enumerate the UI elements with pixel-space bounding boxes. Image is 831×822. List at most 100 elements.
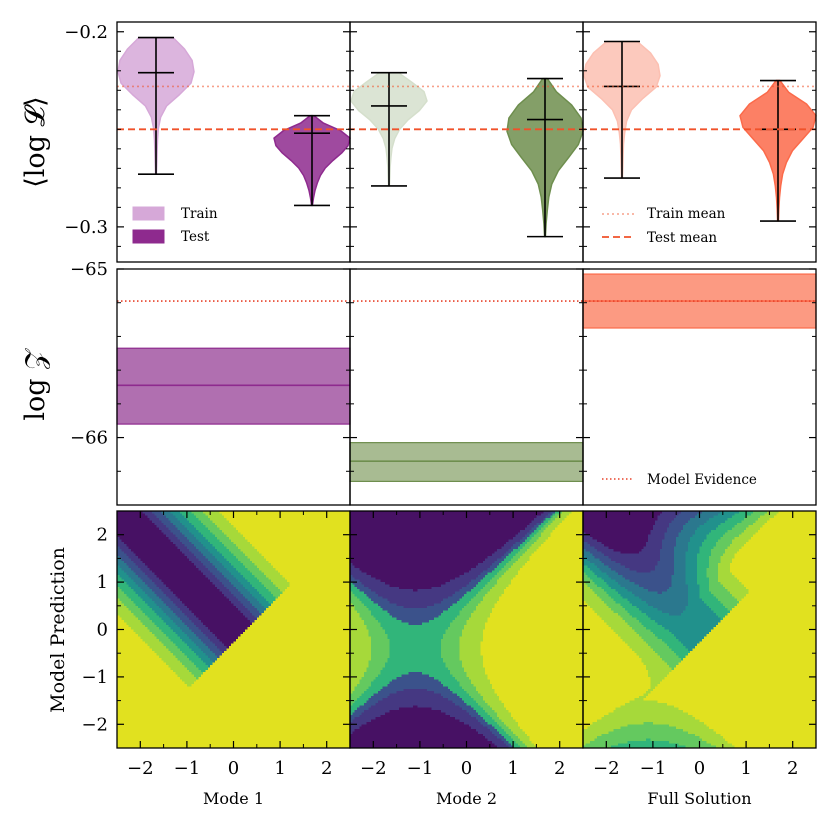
contour-cell [186,667,200,671]
contour-cell [156,593,167,597]
contour-cell [583,570,593,574]
contour-cell [583,591,596,595]
contour-cell [629,646,652,650]
contour-cell [583,589,593,593]
contour-cell [361,582,386,586]
contour-cell [494,551,507,555]
contour-cell [508,567,521,571]
contour-cell [203,553,214,557]
contour-cell [715,544,731,548]
contour-cell [398,586,433,590]
contour-cell [475,577,484,581]
contour-cell [203,534,216,538]
contour-cell [175,603,186,607]
contour-cell [384,582,447,586]
contour-cell [117,660,165,664]
contour-cell [361,712,386,716]
contour-cell [706,603,724,607]
contour-cell [119,615,137,619]
contour-cell [652,648,673,652]
contour-cell [641,598,689,602]
contour-cell [117,681,186,685]
contour-cell [182,541,193,545]
contour-cell [249,558,267,562]
contour-cell [461,608,477,612]
contour-cell [117,522,155,526]
contour-cell [175,515,186,519]
contour-cell [739,601,816,605]
contour-cell [207,577,218,581]
contour-cell [119,537,169,541]
contour-cell [699,593,715,597]
contour-cell [708,726,816,730]
contour-cell [366,593,379,597]
contour-cell [708,563,719,567]
contour-cell [117,655,160,659]
contour-cell [219,511,350,514]
contour-cell [117,693,350,697]
xtick-label: −2 [593,758,620,779]
contour-cell [350,695,360,699]
bottom-ytick-label: −1 [81,667,108,688]
contour-cell [163,660,181,664]
contour-cell [117,679,183,683]
contour-cell [461,665,484,669]
contour-cell [552,515,558,519]
contour-cell [711,608,729,612]
contour-cell [184,641,195,645]
contour-cell [676,541,689,545]
contour-cell [585,572,596,576]
contour-cell [179,660,193,664]
contour-cell [487,738,503,742]
contour-cell [638,608,659,612]
contour-cell [583,676,652,680]
contour-cell [671,669,816,673]
contour-cell [259,579,272,583]
contour-cell [662,591,689,595]
contour-cell [583,726,589,730]
contour-cell [154,522,165,526]
contour-cell [163,532,174,536]
contour-cell [350,596,358,600]
contour-cell [589,724,628,728]
contour-cell [247,627,350,631]
contour-cell [245,615,256,619]
contour-cell [585,582,596,586]
contour-cell [226,518,350,522]
contour-cell [652,631,673,635]
contour-cell [203,672,350,676]
contour-cell [207,655,218,659]
contour-cell [701,541,717,545]
contour-cell [135,603,148,607]
contour-cell [221,563,232,567]
contour-cell [583,610,596,614]
contour-cell [366,669,381,673]
contour-cell [154,622,167,626]
contour-cell [226,558,239,562]
contour-cell [478,603,496,607]
contour-cell [212,544,225,548]
contour-cell [247,579,260,583]
contour-cell [594,591,607,595]
contour-cell [440,653,461,657]
contour-cell [629,601,647,605]
contour-cell [191,522,204,526]
contour-cell [520,548,528,552]
contour-cell [207,636,218,640]
contour-cell [123,591,137,595]
contour-cell [431,707,463,711]
contour-cell [156,653,174,657]
contour-cell [550,534,583,538]
contour-cell [177,615,188,619]
contour-cell [466,620,489,623]
contour-cell [198,518,211,522]
contour-cell [196,653,207,657]
contour-cell [510,579,583,583]
contour-cell [478,591,489,595]
contour-cell [697,582,710,586]
contour-cell [685,567,698,571]
contour-cell [685,574,698,578]
contour-cell [380,714,451,718]
contour-cell [254,620,350,623]
contour-cell [242,534,350,538]
